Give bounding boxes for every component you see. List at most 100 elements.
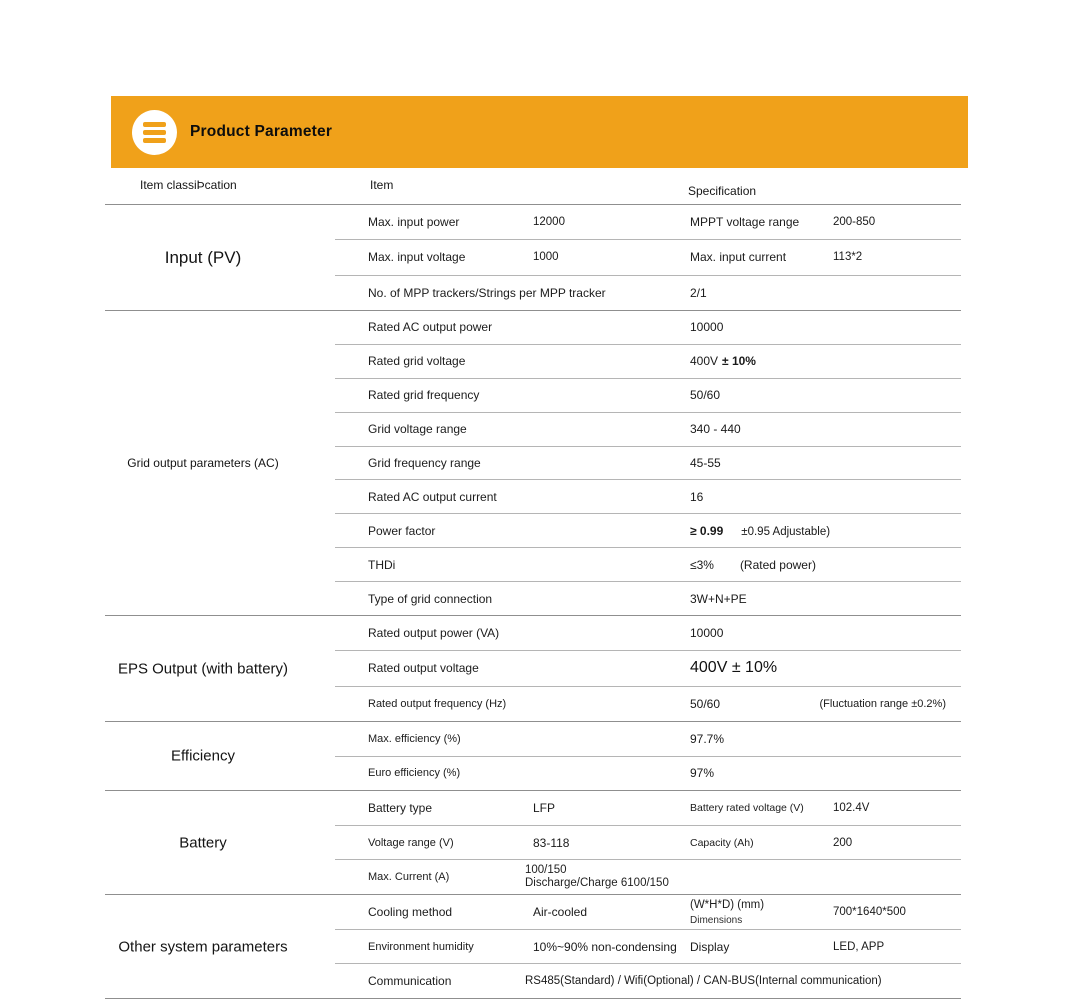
item-label: Max. Current (A) xyxy=(368,871,450,884)
spec-value: 10%~90% non-condensing xyxy=(533,939,677,954)
table-row: Voltage range (V) 83-118 Capacity (Ah) 2… xyxy=(335,826,961,861)
section-other-system: Other system parameters Cooling method A… xyxy=(105,895,961,999)
spec-value: 10000 xyxy=(690,320,724,335)
spec-value: 700*1640*500 xyxy=(833,905,906,918)
spec-value: 100/150 Discharge/Charge 6100/150 xyxy=(525,864,669,890)
table-row: Type of grid connection 3W+N+PE xyxy=(335,582,961,615)
table-row: Rated AC output power 10000 xyxy=(335,311,961,345)
spec-value: Air-cooled xyxy=(533,904,588,919)
spec-value: ≥ 0.99 ±0.95 Adjustable) xyxy=(690,523,831,538)
item-label: Rated grid frequency xyxy=(368,388,480,403)
table-row: Cooling method Air-cooled (W*H*D) (mm) Di… xyxy=(335,895,961,930)
spec-value: 2/1 xyxy=(690,285,707,300)
spec-value: 400V ± 10% xyxy=(690,659,778,677)
spec-value: 340 - 440 xyxy=(690,422,741,437)
table-header-row: Item classiÞcation Item Specification xyxy=(105,170,961,205)
spec-value: 50/60 xyxy=(690,388,721,403)
section-input-pv: Input (PV) Max. input power 12000 MPPT v… xyxy=(105,205,961,311)
spec-value: LED, APP xyxy=(833,940,885,953)
section-label: EPS Output (with battery) xyxy=(117,660,289,677)
spec-value: 50/60 xyxy=(690,696,721,711)
spec-table: Item classiÞcation Item Specification In… xyxy=(105,170,961,999)
item-label: Cooling method xyxy=(368,904,453,919)
section-eps-output: EPS Output (with battery) Rated output p… xyxy=(105,616,961,722)
table-row: Grid frequency range 45-55 xyxy=(335,447,961,481)
item-label: Max. efficiency (%) xyxy=(368,732,461,745)
section-label: Input (PV) xyxy=(164,247,242,267)
section-grid-output-ac: Grid output parameters (AC) Rated AC out… xyxy=(105,311,961,616)
table-row: Euro efficiency (%) 97% xyxy=(335,757,961,791)
item-label: Display xyxy=(690,939,730,954)
page-title: Product Parameter xyxy=(190,123,333,140)
spec-value: 400V ± 10% xyxy=(690,354,756,369)
spec-value: 10000 xyxy=(690,626,724,641)
table-row: Rated output power (VA) 10000 xyxy=(335,616,961,652)
item-label: Rated AC output power xyxy=(368,320,493,335)
item-label: MPPT voltage range xyxy=(690,215,800,230)
item-label: (W*H*D) (mm) Dimensions xyxy=(690,898,765,926)
table-row: Rated output voltage 400V ± 10% xyxy=(335,651,961,687)
item-label: Max. input current xyxy=(690,250,787,265)
spec-value: 200 xyxy=(833,836,853,849)
section-label: Grid output parameters (AC) xyxy=(127,456,279,470)
table-row: No. of MPP trackers/Strings per MPP trac… xyxy=(335,276,961,310)
spec-value: 200-850 xyxy=(833,216,876,229)
spec-value: LFP xyxy=(533,800,556,815)
item-label: THDi xyxy=(368,557,396,572)
item-label: Type of grid connection xyxy=(368,591,493,606)
item-label: No. of MPP trackers/Strings per MPP trac… xyxy=(368,285,606,300)
col-header-item: Item xyxy=(370,178,394,192)
spec-value: 1000 xyxy=(533,251,559,264)
item-label: Max. input power xyxy=(368,215,460,230)
table-row: Environment humidity 10%~90% non-condens… xyxy=(335,930,961,965)
item-label: Rated output power (VA) xyxy=(368,626,500,641)
item-label: Rated grid voltage xyxy=(368,354,466,369)
hamburger-menu-icon xyxy=(132,109,177,155)
section-label: Other system parameters xyxy=(118,938,288,955)
table-row: Max. input power 12000 MPPT voltage rang… xyxy=(335,205,961,241)
spec-value: 12000 xyxy=(533,216,565,229)
item-label: Rated AC output current xyxy=(368,489,497,504)
spec-value: RS485(Standard) / Wifi(Optional) / CAN-B… xyxy=(525,975,882,988)
table-row: Rated AC output current 16 xyxy=(335,480,961,515)
item-label: Rated output frequency (Hz) xyxy=(368,697,507,710)
item-label: Battery type xyxy=(368,800,433,815)
spec-value: 97.7% xyxy=(690,731,725,746)
table-row: Battery type LFP Battery rated voltage (… xyxy=(335,791,961,826)
item-label: Rated output voltage xyxy=(368,661,479,676)
table-row: Power factor ≥ 0.99 ±0.95 Adjustable) xyxy=(335,514,961,549)
item-label: Capacity (Ah) xyxy=(690,836,754,849)
section-label: Efficiency xyxy=(171,747,235,765)
item-label: Environment humidity xyxy=(368,940,474,953)
table-row: Communication RS485(Standard) / Wifi(Opt… xyxy=(335,964,961,998)
item-label: Grid voltage range xyxy=(368,422,467,437)
spec-value: 45-55 xyxy=(690,456,721,470)
col-header-classification: Item classiÞcation xyxy=(140,178,237,192)
spec-value: 3W+N+PE xyxy=(690,591,747,606)
section-efficiency: Efficiency Max. efficiency (%) 97.7% Eur… xyxy=(105,722,961,791)
spec-note: (Fluctuation range ±0.2%) xyxy=(819,697,947,710)
item-label: Battery rated voltage (V) xyxy=(690,801,804,814)
section-battery: Battery Battery type LFP Battery rated v… xyxy=(105,791,961,895)
spec-value: 97% xyxy=(690,766,715,781)
item-label: Communication xyxy=(368,974,452,989)
table-row: Max. Current (A) 100/150 Discharge/Charge… xyxy=(335,860,961,894)
spec-value: 113*2 xyxy=(833,251,863,264)
item-label: Euro efficiency (%) xyxy=(368,767,461,780)
table-row: Grid voltage range 340 - 440 xyxy=(335,413,961,447)
item-label: Max. input voltage xyxy=(368,250,466,265)
item-label: Power factor xyxy=(368,523,436,538)
table-row: Rated output frequency (Hz) 50/60 (Fluct… xyxy=(335,687,961,721)
item-label: Grid frequency range xyxy=(368,456,481,470)
table-row: Max. input voltage 1000 Max. input curre… xyxy=(335,240,961,276)
spec-value: 102.4V xyxy=(833,801,870,814)
section-banner: Product Parameter xyxy=(111,96,968,168)
spec-value: ≤3% (Rated power) xyxy=(690,557,816,572)
table-row: Rated grid voltage 400V ± 10% xyxy=(335,345,961,379)
section-label: Battery xyxy=(179,834,227,851)
spec-value: 16 xyxy=(690,489,704,504)
table-row: Max. efficiency (%) 97.7% xyxy=(335,722,961,757)
table-row: THDi ≤3% (Rated power) xyxy=(335,548,961,583)
col-header-specification: Specification xyxy=(688,184,757,198)
